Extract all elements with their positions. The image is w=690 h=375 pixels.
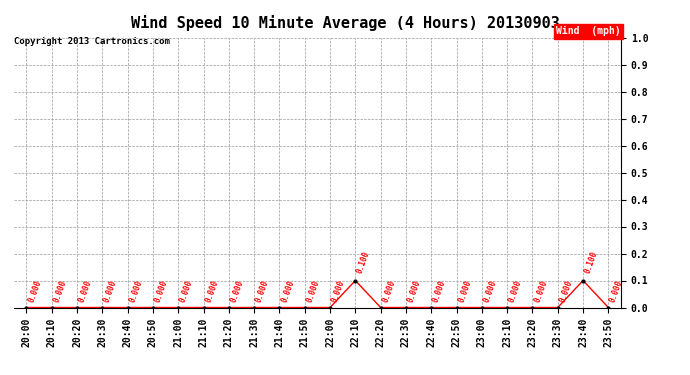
Text: 0.000: 0.000 [128,279,144,303]
Text: 0.000: 0.000 [178,279,195,303]
Text: 0.000: 0.000 [26,279,43,303]
Text: 0.000: 0.000 [431,279,448,303]
Text: 0.000: 0.000 [330,279,346,303]
Text: 0.000: 0.000 [305,279,321,303]
Text: Wind  (mph): Wind (mph) [556,26,621,36]
Text: 0.000: 0.000 [153,279,169,303]
Text: Wind Speed 10 Minute Average (4 Hours) 20130903: Wind Speed 10 Minute Average (4 Hours) 2… [130,15,560,31]
Text: 0.000: 0.000 [381,279,397,303]
Text: 0.000: 0.000 [406,279,422,303]
Text: 0.000: 0.000 [558,279,574,303]
Text: Copyright 2013 Cartronics.com: Copyright 2013 Cartronics.com [14,38,170,46]
Text: 0.000: 0.000 [254,279,270,303]
Text: 0.100: 0.100 [355,250,372,275]
Text: 0.100: 0.100 [583,250,600,275]
Text: 0.000: 0.000 [533,279,549,303]
Text: 0.000: 0.000 [279,279,296,303]
Text: 0.000: 0.000 [457,279,473,303]
Text: 0.000: 0.000 [482,279,498,303]
Text: 0.000: 0.000 [507,279,524,303]
Text: 0.000: 0.000 [52,279,68,303]
Text: 0.000: 0.000 [102,279,119,303]
Text: 0.000: 0.000 [204,279,220,303]
Text: 0.000: 0.000 [229,279,245,303]
Text: 0.000: 0.000 [609,279,624,303]
Text: 0.000: 0.000 [77,279,93,303]
